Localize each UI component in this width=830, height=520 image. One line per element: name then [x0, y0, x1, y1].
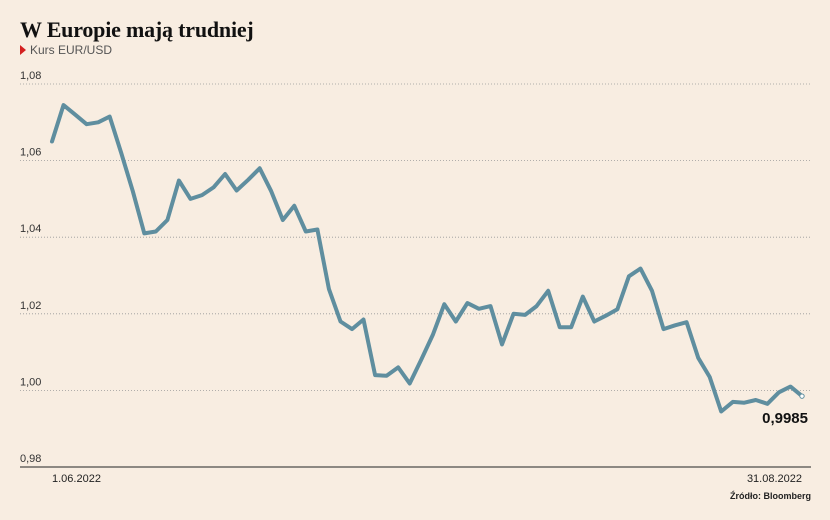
eurusd-series-line	[50, 103, 804, 414]
y-tick-label: 1,04	[20, 223, 41, 235]
y-tick-label: 0,98	[20, 453, 41, 465]
y-tick-label: 1,02	[20, 300, 41, 312]
source-note: Źródło: Bloomberg	[730, 491, 811, 501]
last-value-label: 0,9985	[762, 410, 808, 427]
chart-subtitle: Kurs EUR/USD	[20, 43, 112, 57]
subtitle-label: Kurs EUR/USD	[30, 43, 113, 57]
chart-title: W Europie mają trudniej	[20, 17, 254, 42]
last-point-marker	[799, 393, 805, 399]
x-end-label: 31.08.2022	[747, 473, 802, 485]
y-tick-label: 1,00	[20, 376, 41, 388]
x-start-label: 1.06.2022	[52, 473, 101, 485]
triangle-marker-icon	[20, 45, 26, 55]
y-tick-label: 1,06	[20, 147, 41, 159]
y-tick-label: 1,08	[20, 70, 41, 82]
